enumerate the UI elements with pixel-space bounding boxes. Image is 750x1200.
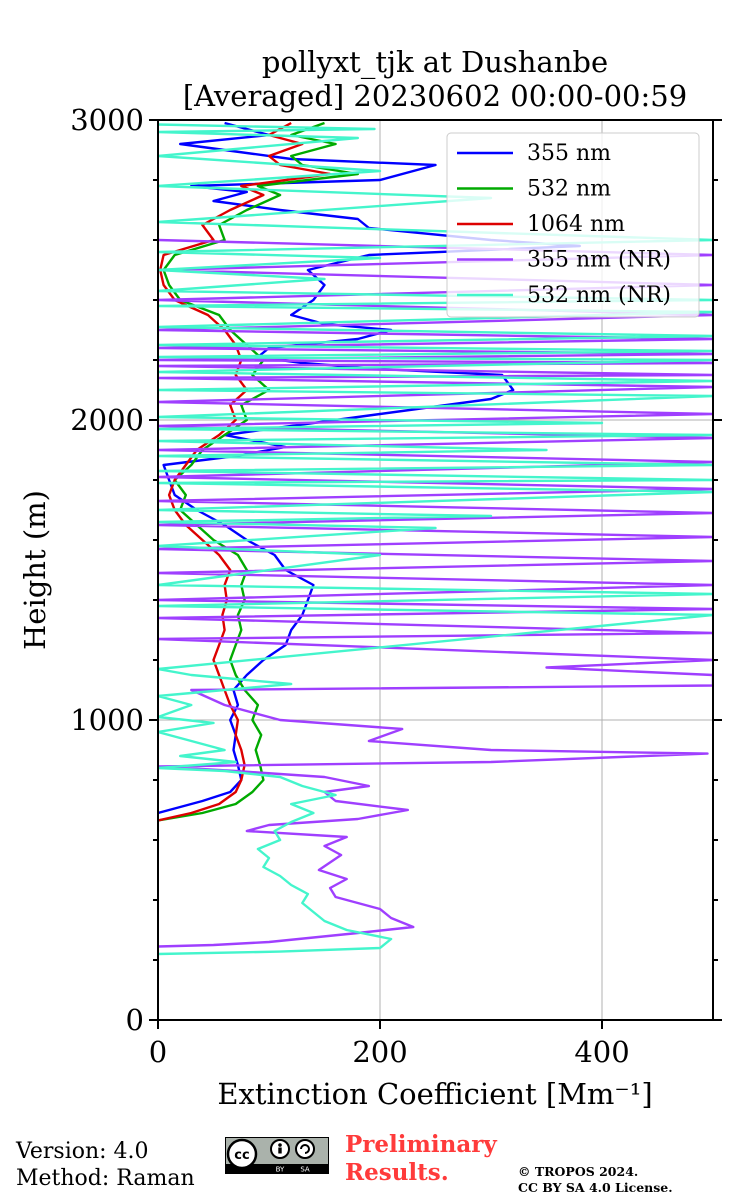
legend-box xyxy=(446,132,700,318)
ticks: 0 200 400 0 1000 2000 3000 xyxy=(70,103,722,1069)
legend-label: 355 nm (NR) xyxy=(527,248,671,273)
legend: 355 nm 532 nm 1064 nm 355 nm (NR) 532 nm (NR… xyxy=(446,132,700,318)
version-label: Version: 4.0 xyxy=(16,1139,149,1164)
copyright-line-2: CC BY SA 4.0 License. xyxy=(518,1180,673,1195)
y-tick-label: 2000 xyxy=(70,403,144,437)
legend-label: 532 nm (NR) xyxy=(527,283,671,308)
x-tick-label: 200 xyxy=(352,1035,407,1069)
legend-label: 532 nm xyxy=(527,177,611,202)
preliminary-results-label: Preliminary Results. xyxy=(345,1131,497,1186)
y-axis-label: Height (m) xyxy=(18,490,52,650)
y-tick-label: 0 xyxy=(126,1003,144,1037)
x-tick-label: 0 xyxy=(149,1035,167,1069)
legend-label: 355 nm xyxy=(527,141,611,166)
svg-text:cc: cc xyxy=(234,1148,249,1163)
legend-label: 1064 nm xyxy=(527,212,625,237)
x-axis-label: Extinction Coefficient [Mm⁻¹] xyxy=(217,1077,652,1111)
method-label: Method: Raman xyxy=(16,1166,195,1191)
y-tick-label: 3000 xyxy=(70,103,144,137)
series-group xyxy=(158,121,713,956)
series-line-532-nm-nr- xyxy=(158,123,713,956)
x-tick-label: 400 xyxy=(574,1035,629,1069)
y-tick-label: 1000 xyxy=(70,703,144,737)
axes-frame xyxy=(157,119,714,1021)
cc-license-badge: cc BY SA xyxy=(225,1137,329,1174)
series-line-532-nm xyxy=(158,121,359,822)
badge-by-text: BY xyxy=(276,1166,285,1174)
badge-sa-text: SA xyxy=(300,1166,310,1174)
copyright-line-1: © TROPOS 2024. xyxy=(518,1164,639,1179)
series-line-1064-nm xyxy=(158,121,332,822)
chart-subtitle: [Averaged] 20230602 00:00-00:59 xyxy=(183,79,687,113)
copyright-notice: © TROPOS 2024. CC BY SA 4.0 License. xyxy=(518,1164,738,1196)
chart-title: pollyxt_tjk at Dushanbe xyxy=(262,45,608,80)
series-line-355-nm-nr- xyxy=(158,238,713,948)
